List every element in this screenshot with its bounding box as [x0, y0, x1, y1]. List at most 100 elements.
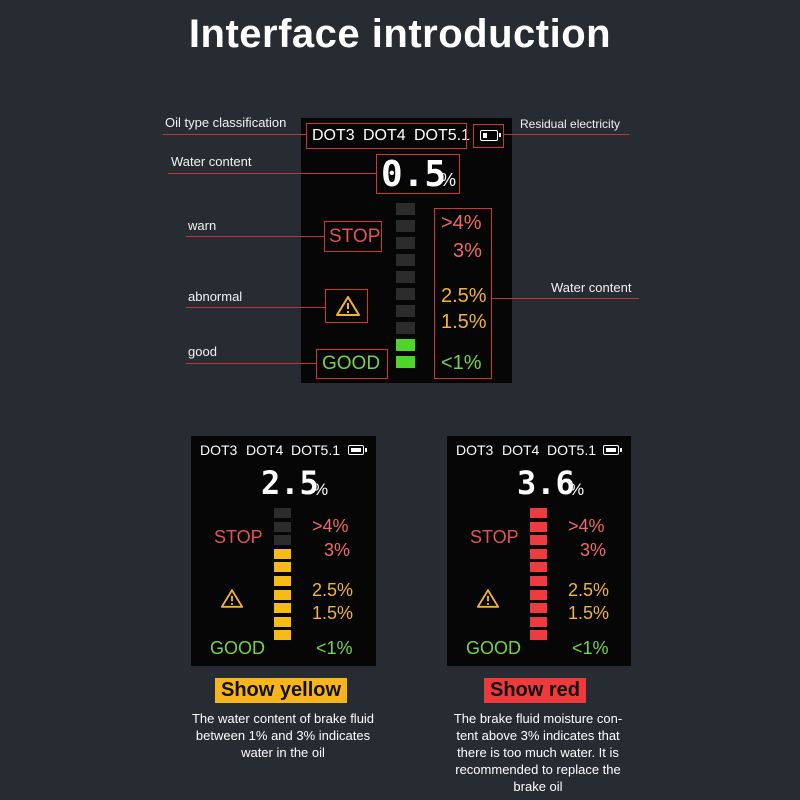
- water-reading: 2.5: [261, 464, 319, 502]
- stop-indicator: STOP: [214, 527, 263, 547]
- warning-triangle-icon: [476, 589, 500, 608]
- battery-icon: [348, 445, 367, 455]
- callout-line: [168, 173, 376, 174]
- water-reading: 0.5: [381, 154, 447, 195]
- caption-line: tent above 3% indicates that: [456, 728, 620, 743]
- level-segment: [396, 254, 415, 266]
- dot51-label: DOT5.1: [291, 442, 341, 458]
- levels-highlight: [434, 208, 492, 379]
- level-1-5: 1.5%: [441, 311, 487, 333]
- level-3: 3%: [324, 540, 351, 560]
- level-segment: [396, 203, 415, 215]
- dot4-label: DOT4: [363, 127, 406, 144]
- callout-line: [492, 298, 639, 299]
- level-3: 3%: [580, 540, 607, 560]
- level-2-5: 2.5%: [568, 580, 610, 600]
- dot3-label: DOT3: [312, 127, 355, 144]
- level-segment: [530, 535, 547, 546]
- percent-unit: %: [440, 170, 457, 190]
- level-segment: [530, 562, 547, 573]
- dot3-label: DOT3: [200, 442, 238, 458]
- caption-line: there is too much water. It is: [457, 745, 619, 760]
- page-title: Interface introduction: [188, 12, 612, 56]
- level-segment: [274, 603, 291, 614]
- caption-line: brake oil: [513, 779, 563, 794]
- water-reading-highlight: [376, 154, 460, 194]
- caption-line: between 1% and 3% indicates: [195, 728, 371, 743]
- abnormal-highlight: [325, 289, 368, 323]
- battery-icon: [603, 445, 622, 455]
- yellow-caption: The water content of brake fluid between…: [170, 710, 396, 761]
- callout-line: [504, 134, 629, 135]
- level-gt4: >4%: [441, 212, 482, 234]
- level-segment: [530, 548, 547, 559]
- level-segment: [274, 508, 291, 518]
- callout-line: [186, 307, 325, 308]
- callout-warn: warn: [188, 218, 217, 233]
- level-segment: [274, 548, 291, 559]
- callout-water-content-right: Water content: [551, 280, 632, 295]
- level-segment: [274, 589, 291, 600]
- show-red-badge: Show red: [484, 678, 587, 703]
- dot3-label: DOT3: [456, 442, 494, 458]
- oil-type-highlight: [306, 123, 467, 149]
- water-reading: 3.6: [517, 464, 575, 502]
- callout-residual: Residual electricity: [520, 117, 621, 131]
- caption-line: The water content of brake fluid: [191, 711, 375, 726]
- level-lt1: <1%: [316, 638, 353, 658]
- level-segment: [530, 589, 547, 600]
- level-segment: [396, 237, 415, 249]
- level-segment: [274, 576, 291, 586]
- warning-triangle-icon: [220, 589, 244, 608]
- show-yellow-badge: Show yellow: [215, 678, 348, 703]
- dot4-label: DOT4: [502, 442, 540, 458]
- level-segment: [274, 535, 291, 546]
- level-2-5: 2.5%: [312, 580, 354, 600]
- level-1-5: 1.5%: [312, 603, 354, 623]
- level-segment: [396, 288, 415, 300]
- stop-indicator: STOP: [329, 226, 381, 247]
- callout-line: [186, 236, 324, 237]
- callout-oil-type: Oil type classification: [165, 115, 287, 130]
- level-segment: [274, 562, 291, 573]
- battery-icon: [480, 130, 501, 141]
- level-segment: [530, 508, 547, 518]
- level-segment: [396, 271, 415, 283]
- battery-highlight: [473, 124, 504, 148]
- dot4-label: DOT4: [246, 442, 284, 458]
- red-caption: The brake fluid moisture con- tent above…: [425, 710, 651, 795]
- good-indicator: GOOD: [210, 638, 266, 658]
- level-segment: [530, 603, 547, 614]
- stop-highlight: [324, 221, 382, 252]
- level-2-5: 2.5%: [441, 285, 487, 307]
- callout-line: [186, 363, 316, 364]
- level-segment: [530, 576, 547, 586]
- level-segment: [530, 521, 547, 532]
- level-segment: [530, 616, 547, 627]
- stop-indicator: STOP: [470, 527, 519, 547]
- level-segment: [396, 339, 415, 351]
- level-segment: [274, 616, 291, 627]
- level-lt1: <1%: [441, 352, 482, 374]
- dot51-label: DOT5.1: [547, 442, 597, 458]
- callout-abnormal: abnormal: [188, 289, 243, 304]
- callout-line: [163, 134, 306, 135]
- good-highlight: [316, 349, 388, 379]
- level-1-5: 1.5%: [568, 603, 610, 623]
- level-lt1: <1%: [572, 638, 609, 658]
- callout-water-content: Water content: [171, 154, 252, 169]
- level-segment: [396, 322, 415, 334]
- level-segment: [396, 220, 415, 232]
- level-3: 3%: [453, 240, 482, 262]
- dot51-label: DOT5.1: [414, 127, 471, 144]
- callout-good: good: [188, 344, 217, 359]
- level-segment: [530, 630, 547, 641]
- caption-line: water in the oil: [241, 745, 325, 760]
- level-gt4: >4%: [568, 516, 605, 536]
- caption-line: recommended to replace the: [455, 762, 621, 777]
- level-segment: [274, 630, 291, 641]
- good-indicator: GOOD: [466, 638, 522, 658]
- good-indicator: GOOD: [322, 353, 381, 374]
- level-segment: [396, 305, 415, 317]
- caption-line: The brake fluid moisture con-: [453, 711, 623, 726]
